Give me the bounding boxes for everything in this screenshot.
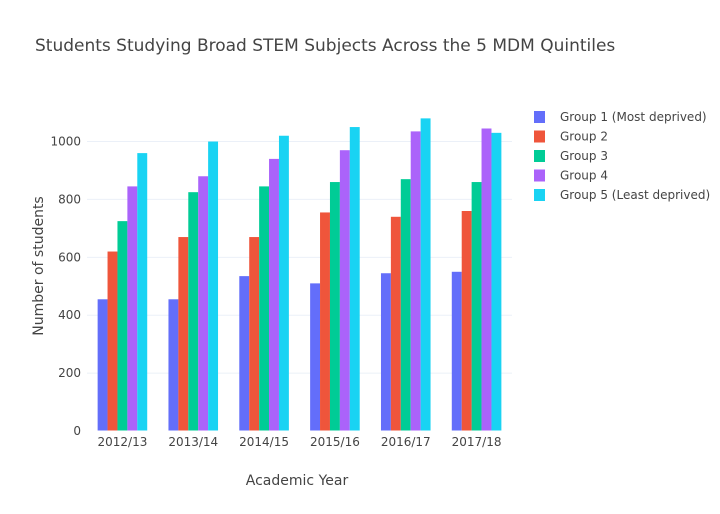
bar <box>97 299 108 431</box>
bar <box>178 237 189 431</box>
bar <box>491 132 502 431</box>
y-tick-label: 0 <box>73 424 81 438</box>
y-tick-label: 800 <box>58 192 81 206</box>
bar <box>208 141 219 431</box>
bar <box>329 182 340 431</box>
legend-item[interactable]: Group 5 (Least deprived) <box>534 188 710 202</box>
bar <box>127 186 138 431</box>
x-tick-label: 2014/15 <box>239 435 289 449</box>
legend: Group 1 (Most deprived) Group 2 Group 3 Gro… <box>534 110 710 202</box>
legend-item[interactable]: Group 2 <box>534 130 608 144</box>
y-tick-label: 1000 <box>50 135 81 149</box>
bars <box>97 118 502 432</box>
bar <box>471 182 482 431</box>
bar <box>310 283 321 431</box>
bar <box>320 212 330 431</box>
y-tick-label: 200 <box>58 366 81 380</box>
bar <box>390 216 401 431</box>
y-axis-title: Number of students <box>31 196 47 335</box>
legend-label: Group 4 <box>560 169 608 183</box>
bar <box>481 128 492 431</box>
legend-label: Group 3 <box>560 149 608 163</box>
legend-item[interactable]: Group 3 <box>534 149 608 163</box>
legend-swatch <box>534 130 545 143</box>
legend-label: Group 2 <box>560 130 608 144</box>
bar <box>168 299 179 431</box>
x-tick-label: 2013/14 <box>168 435 218 449</box>
bar <box>349 127 360 432</box>
bar <box>259 186 270 431</box>
x-axis-title: Academic Year <box>246 473 349 489</box>
bar <box>188 192 199 431</box>
bar <box>198 176 209 431</box>
legend-item[interactable]: Group 4 <box>534 169 608 183</box>
legend-label: Group 1 (Most deprived) <box>560 110 707 124</box>
x-tick-label: 2012/13 <box>97 435 147 449</box>
chart-title: Students Studying Broad STEM Subjects Ac… <box>35 36 615 56</box>
bar <box>400 179 411 431</box>
x-tick-label: 2016/17 <box>381 435 431 449</box>
bar <box>239 276 250 431</box>
bar <box>107 251 118 431</box>
bar <box>249 237 260 431</box>
legend-swatch <box>534 189 545 201</box>
bar <box>410 131 421 431</box>
bar <box>451 271 462 431</box>
legend-swatch <box>534 111 545 123</box>
legend-label: Group 5 (Least deprived) <box>560 188 710 202</box>
bar <box>278 135 289 432</box>
bar <box>339 150 350 431</box>
x-tick-label: 2015/16 <box>310 435 360 449</box>
legend-swatch <box>534 150 545 162</box>
bar <box>461 211 472 431</box>
y-tick-label: 600 <box>58 250 81 264</box>
bar <box>380 273 391 431</box>
y-tick-label: 400 <box>58 308 81 322</box>
legend-item[interactable]: Group 1 (Most deprived) <box>534 110 707 124</box>
y-axis-ticks: 0 200 400 600 800 1000 <box>50 135 81 438</box>
legend-swatch <box>534 169 545 182</box>
grid <box>87 141 512 432</box>
bar <box>269 158 279 431</box>
x-tick-label: 2017/18 <box>452 435 502 449</box>
bar <box>137 153 148 432</box>
bar <box>420 118 431 432</box>
bar <box>117 221 128 431</box>
x-axis-ticks: 2012/13 2013/14 2014/15 2015/16 2016/17 2017/… <box>97 435 501 449</box>
